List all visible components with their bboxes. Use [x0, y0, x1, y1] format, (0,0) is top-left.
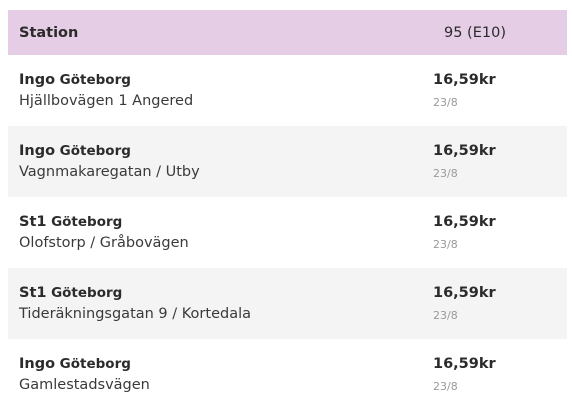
- price-value: 16,59kr: [433, 356, 496, 372]
- table-row[interactable]: Ingo Göteborg Gamlestadsvägen 16,59kr 23…: [8, 339, 567, 410]
- station-address: Olofstorp / Gråbovägen: [19, 235, 189, 251]
- price-cell: 16,59kr 23/8: [433, 126, 496, 185]
- station-address: Tideräkningsgatan 9 / Kortedala: [19, 306, 251, 322]
- header-fuel[interactable]: 95 (E10): [444, 24, 506, 41]
- station-brand: St1: [19, 214, 47, 230]
- table-header: Station 95 (E10): [8, 10, 567, 55]
- station-city: Göteborg: [51, 214, 123, 230]
- price-cell: 16,59kr 23/8: [433, 55, 496, 114]
- table-row[interactable]: Ingo Göteborg Hjällbovägen 1 Angered 16,…: [8, 55, 567, 126]
- table-row[interactable]: St1 Göteborg Olofstorp / Gråbovägen 16,5…: [8, 197, 567, 268]
- station-brand: St1: [19, 285, 47, 301]
- station-address: Hjällbovägen 1 Angered: [19, 93, 194, 109]
- price-cell: 16,59kr 23/8: [433, 339, 496, 398]
- station-brand: Ingo: [19, 72, 56, 88]
- price-value: 16,59kr: [433, 72, 496, 88]
- station-city: Göteborg: [59, 72, 131, 88]
- station-cell: St1 Göteborg Olofstorp / Gråbovägen: [8, 197, 433, 254]
- price-cell: 16,59kr 23/8: [433, 197, 496, 256]
- station-city: Göteborg: [51, 285, 123, 301]
- station-city: Göteborg: [59, 356, 131, 372]
- fuel-price-table: Station 95 (E10) Ingo Göteborg Hjällbovä…: [8, 10, 567, 410]
- station-address: Vagnmakaregatan / Utby: [19, 164, 200, 180]
- price-date: 23/8: [433, 238, 458, 251]
- price-date: 23/8: [433, 96, 458, 109]
- table-row[interactable]: Ingo Göteborg Vagnmakaregatan / Utby 16,…: [8, 126, 567, 197]
- price-value: 16,59kr: [433, 214, 496, 230]
- price-value: 16,59kr: [433, 143, 496, 159]
- station-cell: Ingo Göteborg Gamlestadsvägen: [8, 339, 433, 396]
- price-value: 16,59kr: [433, 285, 496, 301]
- price-cell: 16,59kr 23/8: [433, 268, 496, 327]
- station-cell: St1 Göteborg Tideräkningsgatan 9 / Korte…: [8, 268, 433, 325]
- header-station[interactable]: Station: [19, 24, 79, 41]
- price-date: 23/8: [433, 167, 458, 180]
- station-brand: Ingo: [19, 143, 56, 159]
- price-date: 23/8: [433, 309, 458, 322]
- station-cell: Ingo Göteborg Vagnmakaregatan / Utby: [8, 126, 433, 183]
- price-date: 23/8: [433, 380, 458, 393]
- station-city: Göteborg: [59, 143, 131, 159]
- station-brand: Ingo: [19, 356, 56, 372]
- station-cell: Ingo Göteborg Hjällbovägen 1 Angered: [8, 55, 433, 112]
- table-row[interactable]: St1 Göteborg Tideräkningsgatan 9 / Korte…: [8, 268, 567, 339]
- station-address: Gamlestadsvägen: [19, 377, 150, 393]
